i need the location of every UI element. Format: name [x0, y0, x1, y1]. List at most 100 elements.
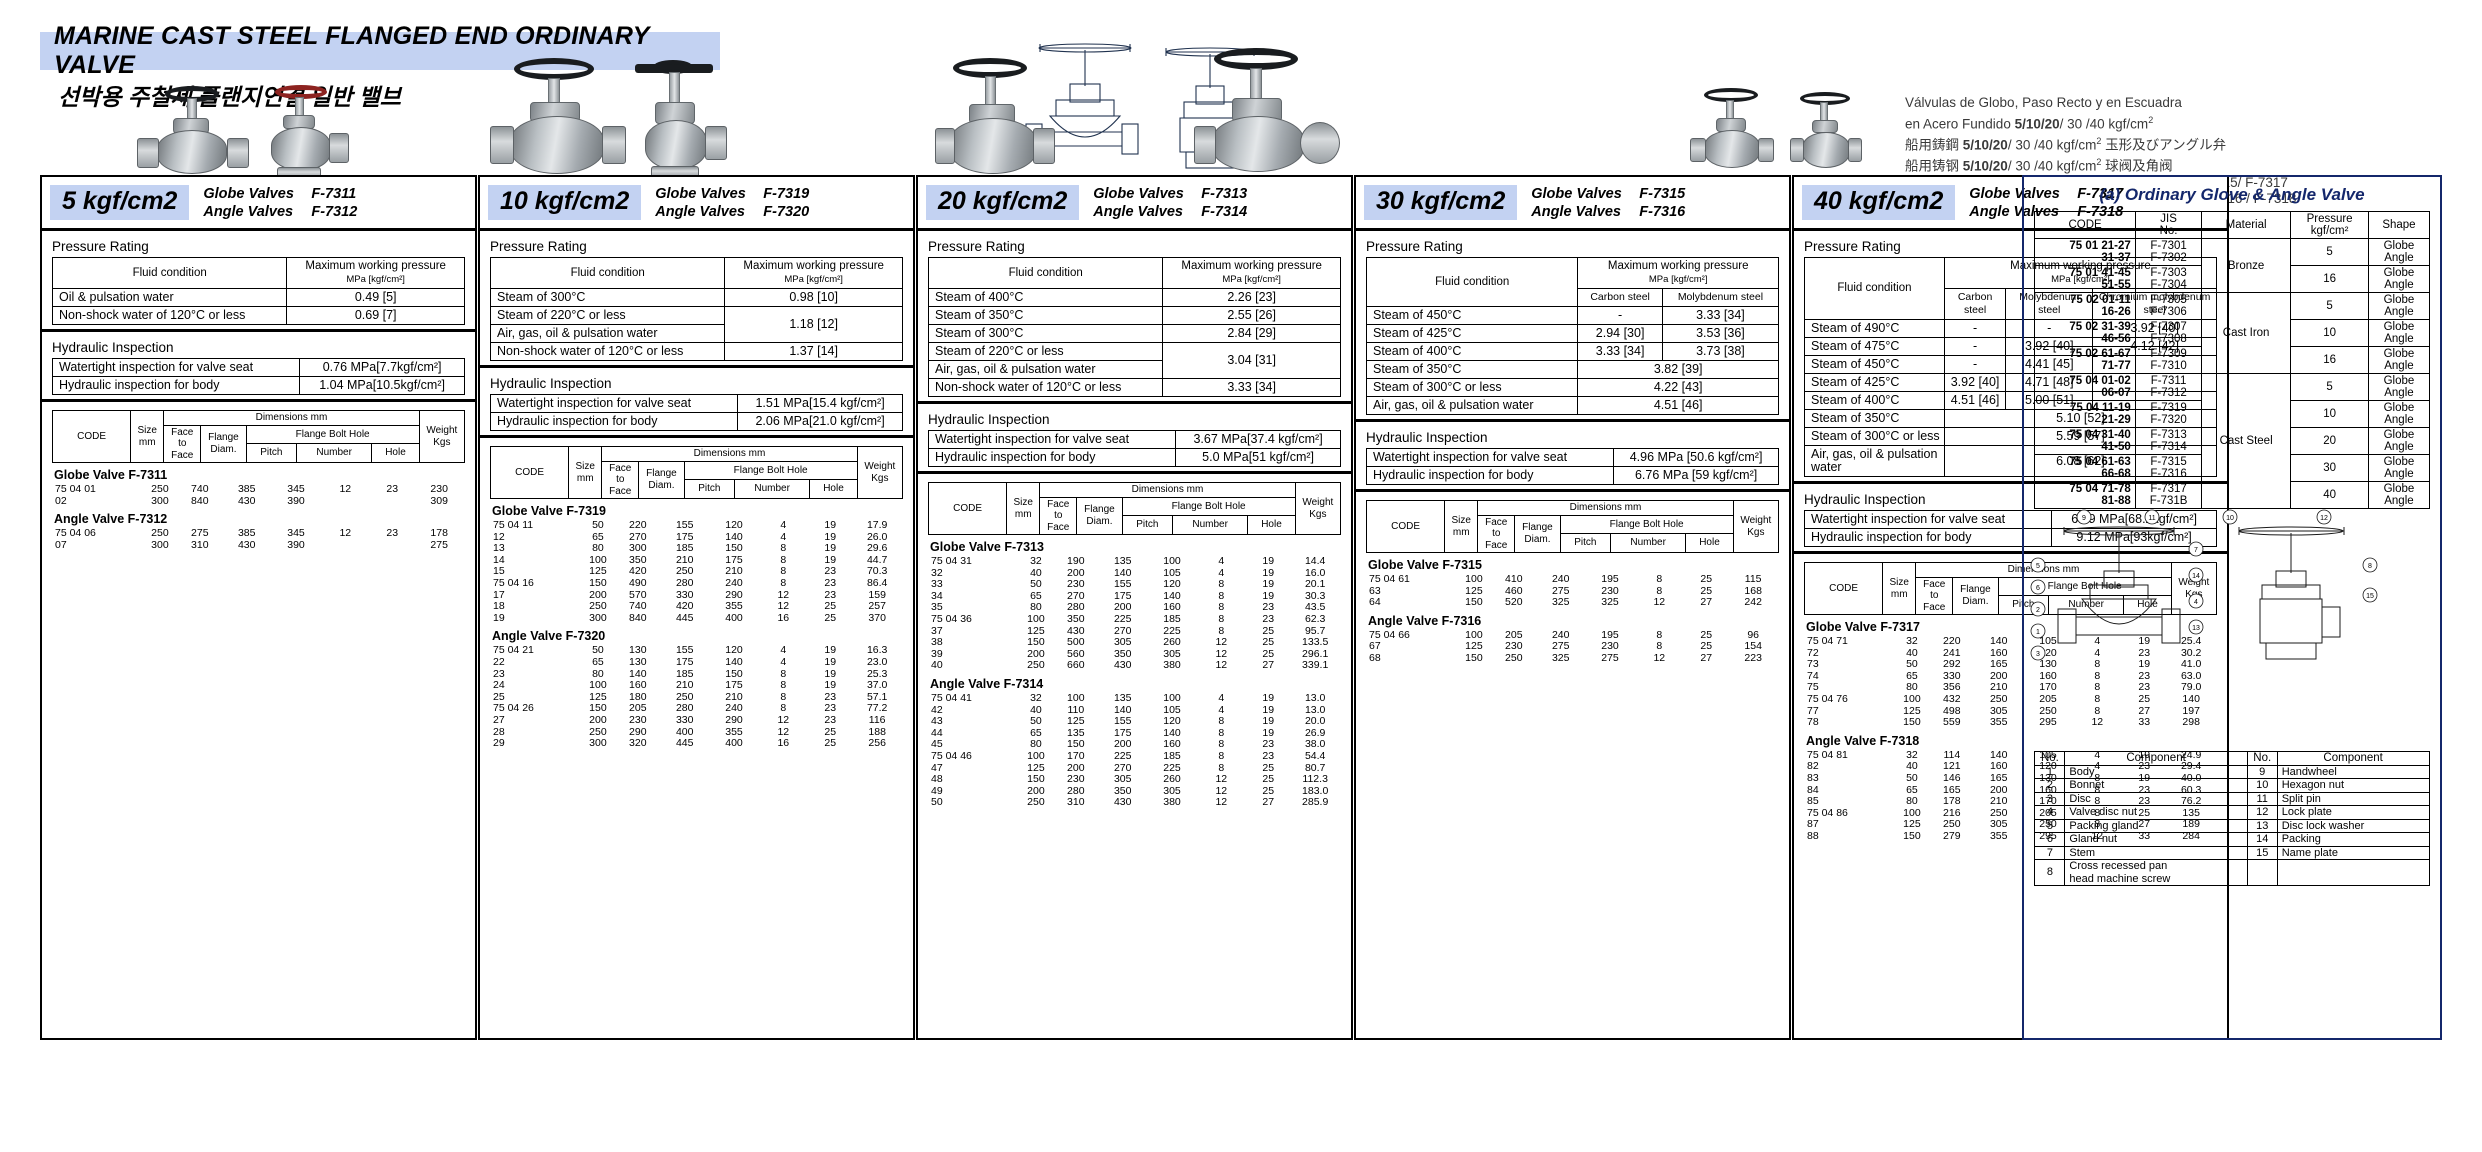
table-row: 8 Cross recessed pan head machine screw	[2034, 859, 2430, 886]
valve-line-drawing-globe	[1010, 38, 1160, 178]
cell-component-left: Stem	[2064, 845, 2248, 860]
pressure-class-badge: 20 kgf/cm2	[926, 185, 1080, 220]
cell-jis: F-7317 F-731B	[2134, 481, 2203, 509]
cell-component-right: Lock plate	[2276, 805, 2430, 820]
svg-text:8: 8	[2368, 563, 2372, 570]
dimensions-values-table: 75 04 66 100 205 240 195 8 25 96 67 125 230 275 230 8…	[1366, 628, 1779, 665]
dimensions-group-label: Angle Valve F-7316	[1368, 613, 1482, 628]
dimensions-values-table: 75 04 41 32 100 135 100 4 19 13.0 42 40 110 140 105 4…	[928, 692, 1341, 809]
table-row: 47 125 200 270 225 8 25 80.7	[931, 761, 1326, 774]
cell-no-left: 8	[2034, 859, 2066, 886]
valve-photo-angle-10kgf	[625, 60, 760, 180]
table-row: 7 Stem 15 Name plate	[2034, 845, 2430, 860]
cell-shape: Globe Angle	[2368, 238, 2430, 266]
cell-code: 75 02 01-11 16-26	[2034, 292, 2136, 320]
svg-text:13: 13	[2192, 625, 2200, 632]
svg-text:11: 11	[2148, 515, 2155, 522]
page-subtitle: 선박용 주철제 플랜지연결 일반 밸브	[58, 84, 401, 110]
th-flange-bolt-hole: Flange Bolt Hole	[683, 460, 858, 481]
table-row: 75 04 01-02 06-07 F-7311 F-7312 Cast Steel 5 G…	[2034, 373, 2430, 509]
dimensions-group-label: Globe Valve F-7311	[54, 468, 168, 482]
pressure-class-badge: 40 kgf/cm2	[1802, 185, 1956, 220]
hydraulic-row: Watertight inspection for valve seat 6.69…	[1803, 510, 2217, 529]
cell-shape: Globe Angle	[2368, 265, 2430, 293]
table-row: 75 02 01-11 16-26 F-7305 F-7306 Cast Iron 5 Gl…	[2034, 292, 2430, 374]
th-hole: Hole	[371, 443, 420, 463]
pressure-rating-title: Pressure Rating	[52, 239, 149, 254]
pressure-row: Steam of 350°C 3.82 [39]	[1365, 360, 1779, 379]
th-number: Number	[1172, 515, 1249, 535]
table-row: 75 04 66 100 205 240 195 8 25 96	[1369, 628, 1759, 641]
th-fluid-condition: Fluid condition	[927, 257, 1164, 289]
valve-photo-globe-10kgf	[490, 58, 640, 178]
component-legend-table: No. Component No. Component 1 Body 9 Handwheel 2…	[2034, 751, 2430, 886]
table-row: 19 300 840 445 400 16 25 370	[493, 611, 886, 624]
table-row: 23 80 140 185 150 8 19 25.3	[493, 667, 888, 680]
table-row: 34 65 270 175 140 8 19 30.3	[931, 589, 1326, 602]
table-row: 63 125 460 275 230 8 25 168	[1369, 584, 1762, 597]
pressure-class-column-1: 10 kgf/cm2 Globe Valves F-7319 Angle Valves…	[478, 175, 915, 1040]
pressure-row: Steam of 400°C 3.33 [34] 3.73 [38]	[1365, 342, 1780, 361]
pressure-class-badge: 10 kgf/cm2	[488, 185, 642, 220]
cell-pressure: 16	[2289, 265, 2370, 293]
table-row: 50 250 310 430 380 12 27 285.9	[931, 796, 1329, 809]
th-max-pressure: Maximum working pressure MPa [kgf/cm²]	[1577, 257, 1779, 289]
th-flange-bolt-hole: Flange Bolt Hole	[1121, 496, 1296, 517]
angle-valves-label: Angle Valves	[203, 203, 294, 220]
dimensions-group-label: Globe Valve F-7315	[1368, 558, 1482, 572]
pressure-rating-table: Fluid condition Maximum working pressure M…	[51, 257, 465, 325]
cell-jis: F-7311 F-7312	[2134, 373, 2203, 401]
valve-photo-globe-5kgf	[135, 86, 255, 178]
cell-jis: F-7319 F-7320	[2134, 400, 2203, 428]
cell-shape: Globe Angle	[2368, 481, 2430, 509]
th-face-to-face: Face to Face	[1039, 496, 1078, 535]
table-row: 64 150 520 325 325 12 27 242	[1369, 596, 1762, 609]
cell-no-left: 2	[2034, 778, 2066, 793]
cell-jis: F-7309 F-7310	[2134, 346, 2203, 374]
table-row: 43 50 125 155 120 8 19 20.0	[931, 715, 1326, 728]
dimensions-values-table: 75 04 11 50 220 155 120 4 19 17.9 12 65 270 175 140 4…	[490, 519, 903, 624]
table-row: 67 125 230 275 230 8 25 154	[1369, 640, 1762, 653]
pressure-row: Steam of 300°C 0.98 [10]	[489, 288, 903, 307]
th-dimensions: Dimensions mm	[601, 446, 858, 462]
dimensions-group-label: Globe Valve F-7313	[930, 540, 1044, 554]
valve-photo-angle-5kgf	[255, 85, 370, 180]
table-row: 75 04 21 50 130 155 120 4 19 16.3	[493, 644, 888, 657]
th-fluid-condition: Fluid condition	[51, 257, 288, 289]
hydraulic-inspection-table: Watertight inspection for valve seat 6.69…	[1803, 510, 2217, 547]
valve-photo-globe-30kgf	[1190, 48, 1350, 188]
th-size: Size mm	[1006, 482, 1041, 535]
table-row: 48 150 230 305 260 12 25 112.3	[931, 773, 1328, 786]
pressure-rating-section-3: Pressure Rating Fluid condition Maximum wo…	[1356, 231, 1789, 419]
th-hole: Hole	[809, 479, 858, 499]
ordinary-glove-angle-valve-panel: (a) Ordinary Glove & Angle Valve CODE JIS…	[2022, 175, 2442, 1040]
cell-component-left: Disc	[2064, 791, 2248, 806]
th-number: Number	[296, 443, 373, 463]
cell-pressure: 16	[2289, 346, 2370, 374]
hydraulic-row: Hydraulic inspection for body 5.0 MPa[51 …	[927, 448, 1341, 467]
cell-pressure: 30	[2289, 454, 2370, 482]
hydraulic-row: Hydraulic inspection for body 6.76 MPa [5…	[1365, 466, 1779, 485]
cell-no-left: 5	[2034, 818, 2066, 833]
table-row: 75 04 01 250 740 385 345 12 23 230	[55, 483, 448, 495]
th-fluid-condition: Fluid condition	[1804, 257, 1945, 320]
table-row: 38 150 500 305 260 12 25 133.5	[931, 636, 1329, 649]
hydraulic-inspection-title: Hydraulic Inspection	[1366, 430, 1488, 445]
table-row: 78 150 559 355 295 12 33 298	[1807, 716, 2200, 729]
pressure-row: Steam of 220°C or less 1.18 [12]	[489, 306, 903, 343]
table-row: 32 40 200 140 105 4 19 16.0	[931, 566, 1326, 579]
cell-code: 75 04 61-63 66-68	[2034, 454, 2136, 482]
th-max-pressure: Maximum working pressure MPa [kgf/cm²]	[724, 257, 903, 289]
valve-photo-globe-20kgf	[935, 58, 1075, 183]
globe-valves-label: Globe Valves	[655, 185, 746, 202]
lang-line-ja: 船用鋳鋼 5/10/20/ 30 /40 kgf/cm2 玉形及びアングル弁	[1905, 135, 2227, 153]
valve-photo-globe-40kgf-right	[1790, 92, 1880, 178]
dimensions-section-2: CODE Size mm Dimensions mm Weight Kgs Face to Fa…	[918, 474, 1351, 813]
th-code-table-2: Material	[2201, 211, 2291, 239]
dimensions-group-label: Angle Valve F-7320	[492, 629, 606, 644]
table-row: 75 04 26 150 205 280 240 8 23 77.2	[493, 702, 888, 715]
cell-no-right: 15	[2246, 845, 2278, 860]
pressure-row: Steam of 300°C or less 4.22 [43]	[1365, 378, 1779, 397]
